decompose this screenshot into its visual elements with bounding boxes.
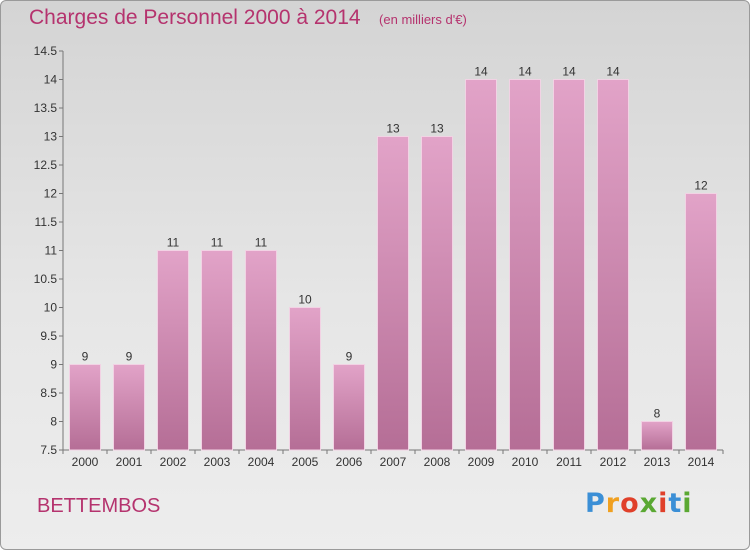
y-tick-label: 12.5 [34,158,58,172]
bars [69,79,717,451]
data-label: 14 [474,65,488,79]
y-tick-label: 13 [44,130,58,144]
x-tick-label: 2001 [116,455,143,469]
y-tick-label: 11.5 [35,215,58,229]
data-label: 11 [211,236,224,250]
data-label: 13 [430,122,444,136]
bar [157,250,189,451]
y-tick-label: 11 [45,244,58,258]
y-tick-label: 9 [50,358,57,372]
data-label: 12 [694,179,708,193]
y-tick-label: 10 [44,301,58,315]
bar [289,307,321,451]
data-label: 13 [386,122,400,136]
x-tick-label: 2014 [688,455,715,469]
bar [509,79,541,451]
bar [465,79,497,451]
y-tick-label: 7.5 [40,443,57,457]
bar [597,79,629,451]
data-label: 8 [654,407,661,421]
y-tick-label: 13.5 [34,101,58,115]
data-label: 14 [562,65,576,79]
chart-title: Charges de Personnel 2000 à 2014 [29,6,361,29]
x-tick-label: 2010 [512,455,539,469]
y-tick-label: 8.5 [40,386,57,400]
bar [553,79,585,451]
x-tick-label: 2002 [160,455,187,469]
data-label: 9 [82,350,89,364]
proxiti-logo: Proxiti [585,488,693,519]
y-tick-label: 14 [44,73,58,87]
data-label: 9 [126,350,133,364]
data-label: 14 [606,65,620,79]
y-tick-label: 8 [50,415,57,429]
data-label: 14 [518,65,532,79]
data-label: 11 [255,236,268,250]
y-axis: 7.5 8 8.5 9 9.5 10 10.5 11 11.5 12 12.5 13 13.5 14 14.… [34,44,64,457]
entity-name: BETTEMBOS [37,495,161,517]
x-tick-label: 2000 [72,455,99,469]
bar [113,364,145,451]
x-tick-label: 2011 [556,455,582,469]
data-label: 9 [346,350,353,364]
x-axis: 2000 2001 2002 2003 2004 2005 2006 2007 2008 2009… [62,449,724,469]
bar [377,136,409,451]
y-tick-label: 14.5 [34,44,58,58]
x-tick-label: 2004 [248,455,275,469]
bar [333,364,365,451]
bar [641,421,673,451]
x-tick-label: 2009 [468,455,495,469]
x-tick-label: 2013 [644,455,671,469]
x-tick-label: 2008 [424,455,451,469]
data-label: 10 [298,293,312,307]
chart-unit: (en milliers d'€) [379,12,467,27]
bar [685,193,717,451]
bar [201,250,233,451]
bar [69,364,101,451]
bar [421,136,453,451]
x-tick-label: 2006 [336,455,363,469]
y-tick-label: 10.5 [34,272,58,286]
y-tick-label: 12 [44,187,58,201]
x-tick-label: 2012 [600,455,627,469]
data-label: 11 [167,236,180,250]
x-tick-label: 2003 [204,455,231,469]
x-tick-label: 2007 [380,455,407,469]
y-tick-label: 9.5 [40,329,57,343]
title-row: Charges de Personnel 2000 à 2014 (en mil… [29,6,467,30]
data-labels: 9 9 11 11 11 10 9 13 13 14 14 14 14 8 12 [82,65,708,421]
x-tick-label: 2005 [292,455,319,469]
bar [245,250,277,451]
